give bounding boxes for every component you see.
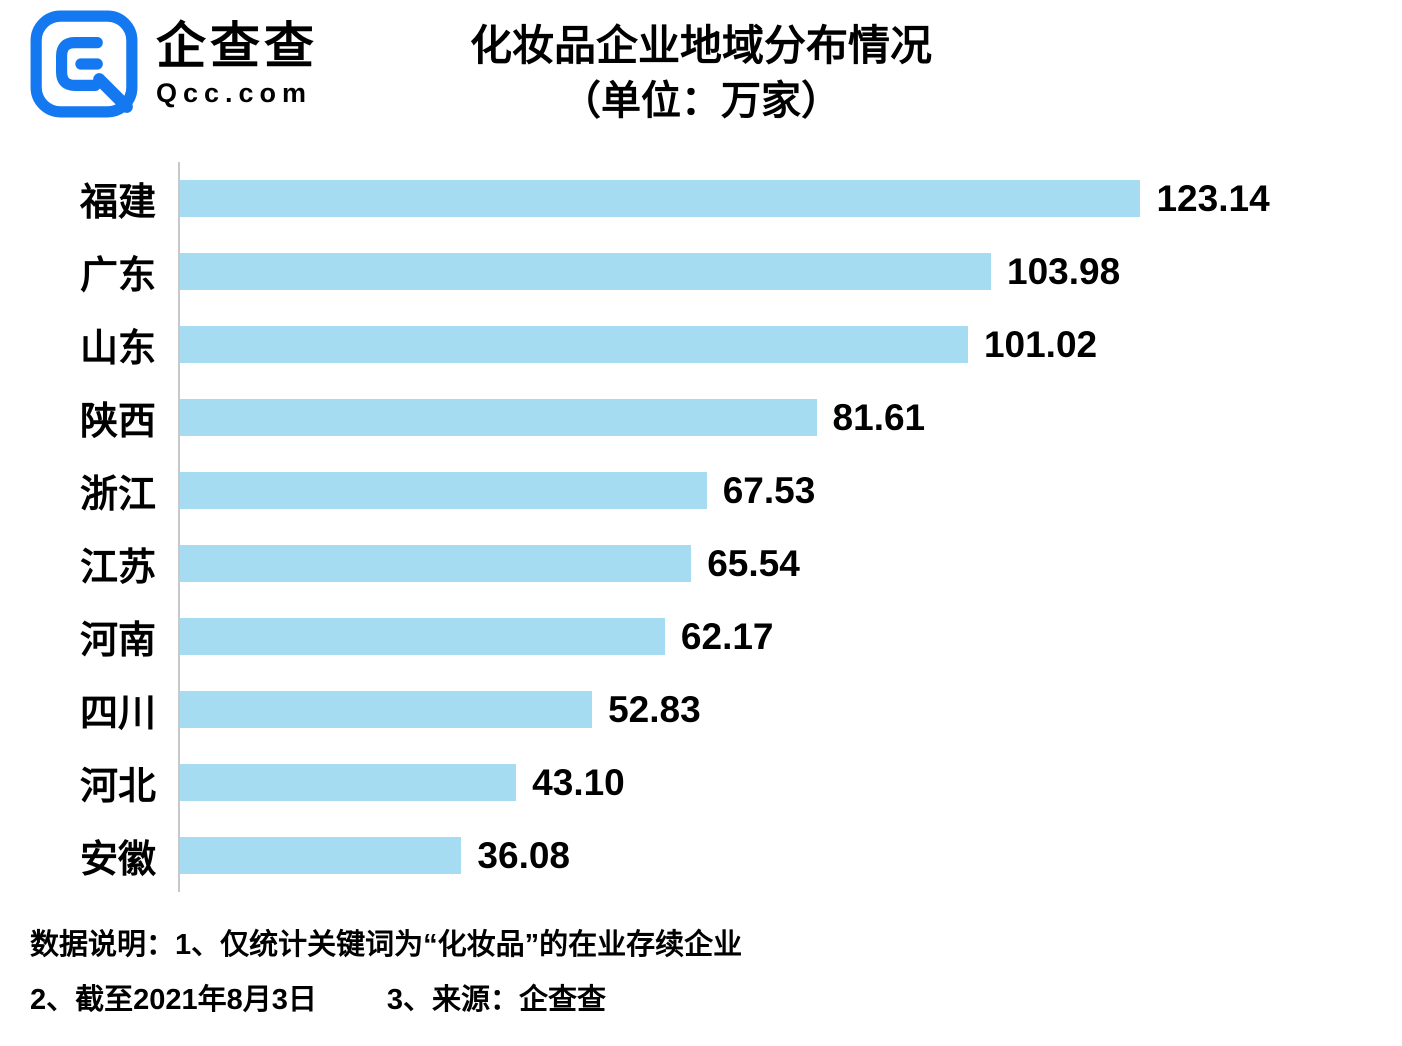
brand-name: 企查查: [156, 18, 318, 74]
bar-track: 123.14: [178, 162, 1382, 235]
value-label: 36.08: [477, 834, 571, 876]
header: 企查查 Qcc.com 化妆品企业地域分布情况 （单位：万家）: [0, 0, 1402, 158]
category-label: 安徽: [79, 839, 156, 881]
value-label: 65.54: [707, 542, 800, 584]
bar-track: 65.54: [178, 527, 1382, 600]
value-label: 52.83: [608, 688, 701, 730]
bar: [180, 618, 665, 655]
chart-row: 福建 123.14: [28, 162, 1382, 235]
category-label: 河北: [79, 766, 156, 808]
chart-title: 化妆品企业地域分布情况: [469, 22, 932, 69]
chart-row: 河南 62.17: [28, 600, 1382, 673]
value-label: 123.14: [1156, 177, 1270, 219]
bar-track: 62.17: [178, 600, 1382, 673]
bar: [180, 326, 968, 363]
category-label: 福建: [79, 182, 156, 224]
qcc-logo-icon: [30, 10, 138, 118]
category-label: 浙江: [79, 474, 156, 516]
value-label: 103.98: [1007, 250, 1121, 292]
footnotes: 数据说明：1、仅统计关键词为“化妆品”的在业存续企业 2、截至2021年8月3日…: [30, 918, 742, 1028]
value-label: 81.61: [832, 396, 926, 438]
category-label: 山东: [79, 328, 156, 370]
chart-row: 江苏 65.54: [28, 527, 1382, 600]
bar-track: 67.53: [178, 454, 1382, 527]
bar-track: 101.02: [178, 308, 1382, 381]
bar-track: 52.83: [178, 673, 1382, 746]
bar-track: 36.08: [178, 819, 1382, 892]
bar-track: 81.61: [178, 381, 1382, 454]
value-label: 43.10: [532, 761, 625, 803]
bar: [180, 764, 517, 801]
brand-logo: 企查查 Qcc.com: [28, 8, 318, 120]
chart-row: 广东 103.98: [28, 235, 1382, 308]
footnote-source: 3、来源：企查查: [386, 983, 607, 1016]
footnote-date: 2、截至2021年8月3日: [30, 983, 317, 1016]
chart-row: 河北 43.10: [28, 746, 1382, 819]
brand-domain: Qcc.com: [156, 78, 313, 108]
bar-chart: 福建 123.14 广东 103.98 山东 101.02 陕西 81.61 浙江 67.53 江苏…: [28, 162, 1382, 892]
bar: [180, 472, 707, 509]
category-label: 陕西: [79, 401, 156, 443]
value-label: 67.53: [722, 469, 816, 511]
bar-track: 103.98: [178, 235, 1382, 308]
bar: [180, 180, 1141, 217]
chart-row: 陕西 81.61: [28, 381, 1382, 454]
value-label: 101.02: [983, 323, 1098, 365]
bar: [180, 837, 462, 874]
footnote-line-2: 2、截至2021年8月3日 3、来源：企查查: [30, 973, 742, 1028]
footnote-line-1: 数据说明：1、仅统计关键词为“化妆品”的在业存续企业: [30, 928, 743, 961]
brand-text: 企查查 Qcc.com: [156, 19, 318, 109]
bar: [180, 253, 992, 290]
category-label: 四川: [79, 693, 156, 735]
bar: [180, 545, 692, 582]
chart-subtitle: （单位：万家）: [561, 78, 841, 123]
bar: [180, 399, 817, 436]
chart-row: 四川 52.83: [28, 673, 1382, 746]
bar: [180, 691, 593, 728]
chart-row: 安徽 36.08: [28, 819, 1382, 892]
chart-rows: 福建 123.14 广东 103.98 山东 101.02 陕西 81.61 浙江 67.53 江苏…: [28, 162, 1382, 892]
chart-row: 山东 101.02: [28, 308, 1382, 381]
bar-track: 43.10: [178, 746, 1382, 819]
category-label: 广东: [79, 255, 156, 297]
chart-title-block: 化妆品企业地域分布情况 （单位：万家）: [0, 18, 1402, 127]
chart-row: 浙江 67.53: [28, 454, 1382, 527]
category-label: 江苏: [79, 547, 156, 589]
value-label: 62.17: [680, 615, 774, 657]
category-label: 河南: [79, 620, 156, 662]
